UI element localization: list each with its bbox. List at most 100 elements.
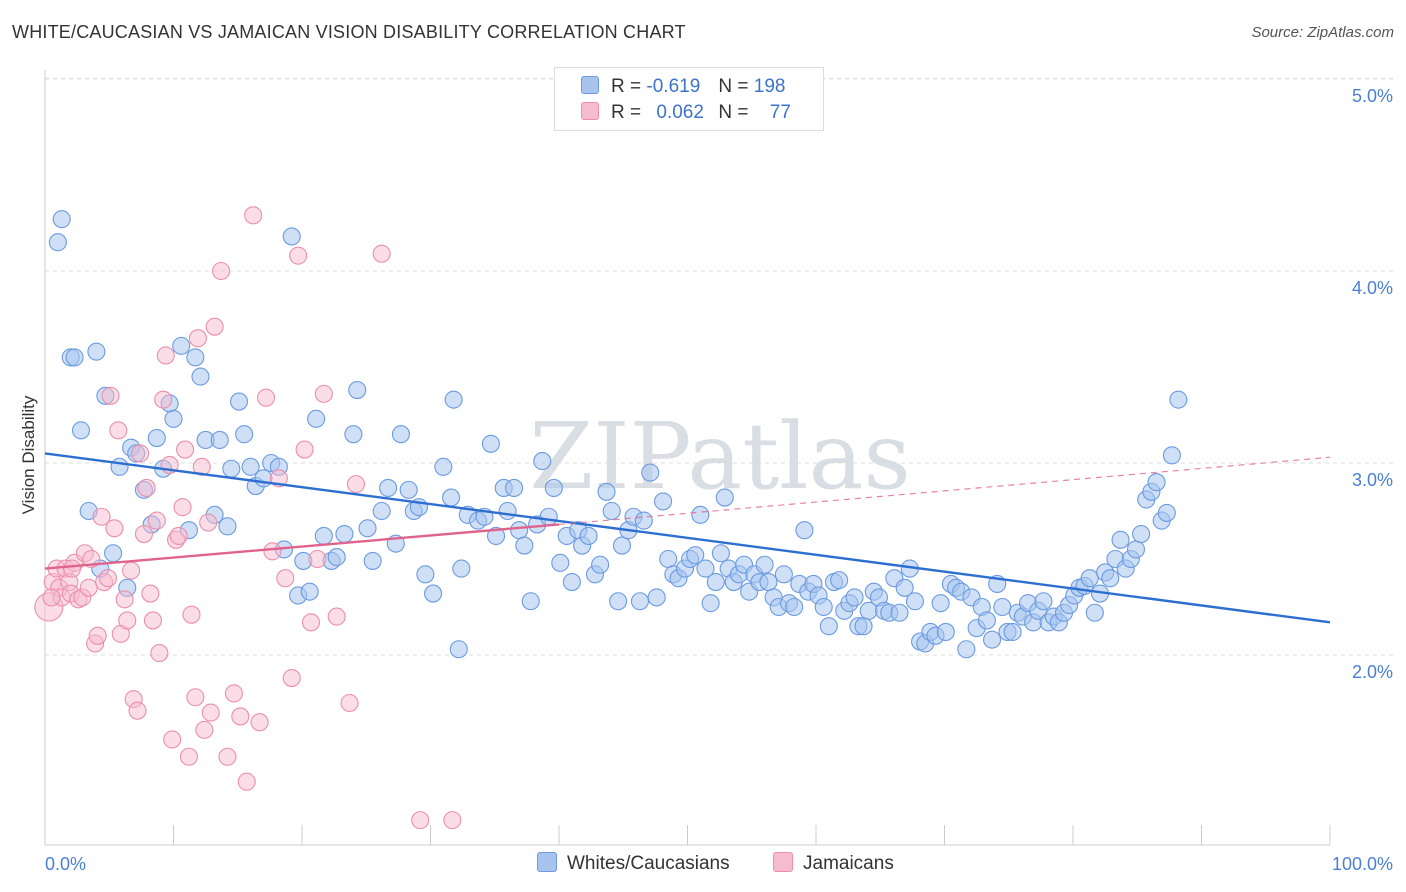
data-point-whites [795, 521, 814, 540]
data-point-jamaicans [250, 713, 269, 732]
data-point-whites [630, 592, 650, 611]
data-point-jamaicans [122, 561, 141, 580]
data-point-jamaicans [256, 388, 276, 407]
x-tick-label: 100.0% [1332, 854, 1393, 874]
data-point-jamaicans [295, 440, 314, 459]
data-point-jamaicans [154, 390, 173, 409]
data-point-whites [1157, 503, 1176, 522]
data-point-jamaicans [411, 811, 430, 830]
legend-row-whites: R = -0.619 N = 198 [581, 76, 785, 102]
y-tick-label: 4.0% [1352, 278, 1393, 298]
x-tick-label: 0.0% [45, 854, 86, 874]
data-point-whites [612, 536, 632, 555]
data-point-whites [957, 640, 976, 659]
data-point-whites [814, 597, 833, 617]
data-point-whites [104, 544, 123, 563]
legend-n-value-whites: 198 [753, 76, 786, 97]
series-whites [48, 210, 1188, 659]
data-point-whites [399, 480, 418, 499]
data-point-whites [533, 452, 552, 471]
data-point-whites [602, 501, 621, 521]
data-point-jamaicans [199, 513, 218, 532]
data-point-whites [905, 592, 924, 611]
data-point-whites [977, 611, 996, 630]
tick-labels: 2.0% 3.0% 4.0% 5.0% 0.0% 100.0% [45, 86, 1393, 874]
data-point-jamaicans [224, 684, 243, 703]
data-point-jamaicans [79, 578, 98, 597]
legend-n-value-jamaicans: 77 [769, 102, 791, 123]
data-point-whites [579, 526, 598, 546]
legend-swatch-whites [581, 76, 599, 94]
data-point-whites [895, 578, 914, 597]
data-point-whites [597, 482, 616, 501]
data-point-jamaicans [263, 542, 282, 561]
data-point-whites [314, 526, 333, 546]
data-point-jamaicans [176, 440, 195, 459]
data-point-whites [222, 459, 241, 478]
data-point-whites [358, 519, 377, 538]
data-point-jamaicans [231, 707, 250, 726]
bottom-legend-swatch-whites [537, 852, 557, 872]
data-point-whites [449, 640, 468, 659]
data-point-whites [706, 572, 725, 592]
data-point-jamaicans [237, 772, 256, 791]
data-point-jamaicans [218, 747, 237, 766]
data-point-whites [229, 392, 249, 411]
data-point-jamaicans [340, 693, 359, 713]
legend-n-label: N = [718, 102, 749, 123]
data-point-whites [1111, 530, 1130, 549]
data-point-jamaicans [98, 569, 118, 588]
data-point-jamaicans [182, 605, 201, 624]
data-point-jamaicans [186, 688, 205, 707]
data-point-jamaicans [314, 384, 333, 403]
data-point-whites [609, 592, 628, 611]
data-point-whites [434, 457, 453, 476]
legend-n-label: N = [718, 76, 749, 97]
data-point-whites [854, 617, 873, 636]
data-point-whites [48, 233, 67, 252]
data-point-whites [774, 565, 793, 584]
data-point-whites [696, 559, 715, 578]
data-point-whites [539, 507, 558, 526]
bottom-legend-swatch-jamaicans [773, 852, 793, 872]
source-label: Source: ZipAtlas.com [1251, 24, 1394, 41]
data-point-whites [936, 622, 955, 642]
data-point-whites [327, 548, 346, 567]
data-point-jamaicans [92, 507, 111, 526]
data-point-whites [282, 227, 301, 246]
data-point-whites [52, 210, 71, 229]
data-point-whites [186, 348, 205, 367]
data-point-whites [759, 572, 778, 592]
data-point-jamaicans [105, 519, 124, 538]
data-point-whites [241, 457, 260, 476]
data-point-jamaicans [301, 613, 321, 632]
data-point-whites [210, 430, 229, 450]
data-point-whites [641, 463, 660, 482]
data-point-whites [701, 594, 720, 613]
data-point-whites [1003, 622, 1022, 642]
data-point-whites [424, 584, 443, 603]
data-point-whites [659, 549, 678, 569]
data-point-whites [521, 592, 540, 611]
data-point-jamaicans [42, 588, 61, 607]
data-point-jamaicans [195, 720, 214, 739]
data-point-whites [845, 588, 864, 607]
series-jamaicans [34, 206, 462, 830]
bottom-legend-label-jamaicans: Jamaicans [803, 853, 894, 874]
data-point-whites [1080, 569, 1099, 588]
data-point-jamaicans [327, 607, 346, 626]
data-point-whites [110, 457, 129, 476]
data-point-jamaicans [443, 811, 462, 830]
bottom-legend-jamaicans: Jamaicans [773, 852, 894, 878]
data-point-whites [191, 367, 210, 386]
bottom-legend-whites: Whites/Caucasians [537, 852, 730, 878]
data-point-whites [416, 565, 435, 584]
data-point-whites [785, 597, 804, 617]
data-point-whites [363, 551, 382, 570]
data-point-whites [1085, 603, 1104, 622]
trend-line-jamaicans [44, 523, 560, 570]
y-tick-label: 2.0% [1352, 662, 1393, 682]
y-axis-label: Vision Disability [19, 395, 38, 514]
data-point-jamaicans [137, 478, 156, 498]
